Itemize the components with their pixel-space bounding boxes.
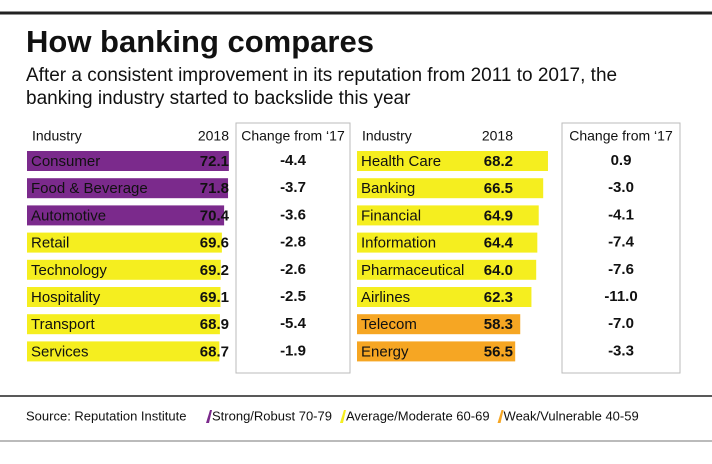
column-header: 2018 xyxy=(198,128,229,144)
bar xyxy=(27,232,222,253)
score-label: 64.9 xyxy=(484,207,513,224)
bar xyxy=(357,341,516,362)
score-label: 68.7 xyxy=(200,343,229,360)
change-label: -2.6 xyxy=(280,261,306,278)
change-label: -2.5 xyxy=(280,288,306,305)
change-label: -2.8 xyxy=(280,234,306,251)
bar xyxy=(27,151,229,171)
bar xyxy=(357,205,539,226)
industry-label: Pharmaceutical xyxy=(361,262,464,279)
legend-label: Strong/Robust 70-79 xyxy=(212,408,332,423)
column-header: 2018 xyxy=(482,128,513,144)
score-label: 70.4 xyxy=(200,207,230,224)
industry-label: Automotive xyxy=(31,207,106,224)
industry-label: Airlines xyxy=(361,289,410,306)
change-label: -7.0 xyxy=(608,315,634,332)
industry-label: Hospitality xyxy=(31,289,101,306)
subtitle: After a consistent improvement in its re… xyxy=(26,65,617,86)
bar xyxy=(27,341,220,362)
score-label: 56.5 xyxy=(484,343,513,360)
source: Source: Reputation Institute xyxy=(26,408,186,423)
industry-label: Health Care xyxy=(361,153,441,170)
industry-label: Food & Beverage xyxy=(31,180,148,197)
column-header: Industry xyxy=(362,128,412,144)
change-box xyxy=(235,122,351,374)
score-label: 62.3 xyxy=(484,289,513,306)
score-label: 64.0 xyxy=(484,262,513,279)
column-header: Change from ‘17 xyxy=(241,128,345,144)
bar xyxy=(357,151,548,171)
change-label: -11.0 xyxy=(604,288,637,305)
bar xyxy=(27,178,229,199)
industry-label: Technology xyxy=(31,262,107,279)
bar xyxy=(27,314,220,335)
legend-label: Average/Moderate 60-69 xyxy=(346,408,490,423)
industry-label: Transport xyxy=(31,316,95,333)
industry-label: Information xyxy=(361,235,436,252)
change-label: -5.4 xyxy=(280,315,307,332)
bar xyxy=(27,287,221,307)
bar xyxy=(357,232,538,253)
legend-label: Weak/Vulnerable 40-59 xyxy=(504,408,639,423)
change-label: -4.1 xyxy=(608,206,634,223)
industry-label: Retail xyxy=(31,235,69,252)
score-label: 68.2 xyxy=(484,153,513,170)
subtitle: banking industry started to backslide th… xyxy=(26,88,411,109)
column-header: Change from ‘17 xyxy=(569,128,673,144)
title: How banking compares xyxy=(26,24,374,59)
score-label: 71.8 xyxy=(200,180,229,197)
score-label: 66.5 xyxy=(484,180,513,197)
industry-label: Telecom xyxy=(361,316,417,333)
bar xyxy=(27,205,225,226)
change-label: 0.9 xyxy=(611,152,632,169)
change-label: -4.4 xyxy=(280,152,307,169)
industry-label: Consumer xyxy=(31,153,100,170)
score-label: 68.9 xyxy=(200,316,229,333)
legend-swatch xyxy=(206,410,212,423)
score-label: 69.6 xyxy=(200,235,229,252)
change-label: -7.6 xyxy=(608,261,634,278)
legend-swatch xyxy=(339,410,346,423)
change-label: -3.6 xyxy=(280,206,306,223)
bar xyxy=(357,314,521,335)
change-box xyxy=(561,122,681,374)
bar xyxy=(357,178,544,199)
bar xyxy=(357,287,532,307)
change-label: -3.3 xyxy=(608,342,634,359)
score-label: 72.1 xyxy=(200,153,229,170)
industry-label: Services xyxy=(31,343,89,360)
column-header: Industry xyxy=(32,128,82,144)
bar xyxy=(357,259,537,280)
bar xyxy=(27,259,221,280)
change-label: -3.7 xyxy=(280,179,306,196)
change-label: -1.9 xyxy=(280,342,306,359)
industry-label: Banking xyxy=(361,180,415,197)
score-label: 64.4 xyxy=(484,235,514,252)
change-label: -7.4 xyxy=(608,234,635,251)
score-label: 58.3 xyxy=(484,316,513,333)
score-label: 69.1 xyxy=(200,289,229,306)
score-label: 69.2 xyxy=(200,262,229,279)
change-label: -3.0 xyxy=(608,179,634,196)
legend-swatch xyxy=(497,410,504,423)
industry-label: Energy xyxy=(361,343,409,360)
industry-label: Financial xyxy=(361,207,421,224)
